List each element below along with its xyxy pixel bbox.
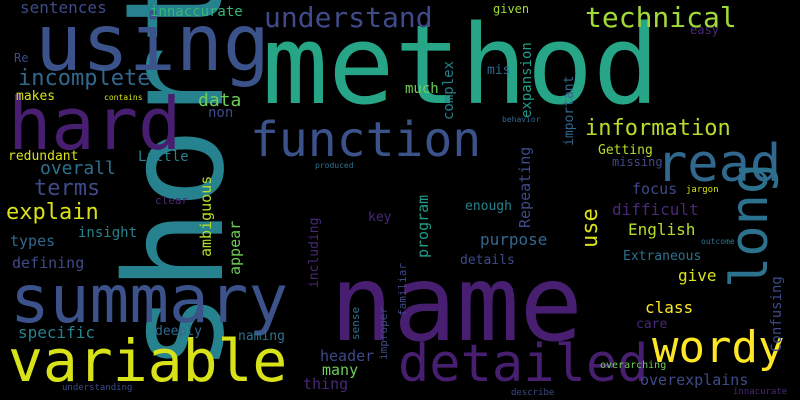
- word-program: program: [414, 194, 432, 258]
- word-give: give: [678, 266, 717, 285]
- word-complex: complex: [441, 60, 457, 120]
- word-summary: summary: [10, 261, 289, 338]
- word-innacurate: innacurate: [733, 387, 788, 397]
- word-including: including: [307, 217, 322, 288]
- word-insight: insight: [78, 225, 138, 241]
- word-behavior: behavior: [502, 115, 541, 124]
- word-types: types: [10, 232, 56, 250]
- word-care: care: [636, 317, 668, 332]
- word-naming: naming: [238, 329, 285, 344]
- word-explain: explain: [6, 200, 99, 225]
- word-confusing: Confusing: [769, 276, 785, 352]
- word-terms: terms: [34, 176, 101, 201]
- word-difficult: difficult: [612, 200, 699, 219]
- word-appear: appear: [226, 220, 244, 275]
- word-class: class: [645, 298, 694, 317]
- word-overexplains: overexplains: [640, 371, 749, 389]
- word-overall: overall: [40, 158, 116, 179]
- word-jargon: jargon: [686, 185, 719, 195]
- word-improper: improper: [377, 307, 390, 360]
- word-expansion: expansion: [519, 42, 535, 118]
- word-much: much: [405, 81, 439, 97]
- word-detailed: detailed: [398, 334, 649, 394]
- word-ambiguous: ambiguous: [197, 175, 215, 257]
- word-clear: clear: [155, 194, 189, 207]
- word-familiar: familiar: [396, 263, 409, 316]
- word-extraneous: Extraneous: [623, 249, 702, 264]
- word-focus: focus: [632, 180, 678, 198]
- word-technical: technical: [585, 1, 737, 34]
- word-easy: easy: [690, 23, 719, 37]
- word-purpose: purpose: [480, 230, 548, 249]
- word-english: English: [628, 220, 696, 239]
- word-makes: makes: [16, 89, 56, 104]
- word-understand: understand: [264, 1, 433, 34]
- word-thing: thing: [303, 375, 349, 393]
- word-incomplete: incomplete: [18, 66, 151, 91]
- word-overarching: overarching: [600, 360, 667, 371]
- word-getting: Getting: [598, 143, 653, 158]
- word-re: Re: [14, 51, 29, 65]
- word-enough: enough: [465, 199, 512, 214]
- word-mis: mis: [487, 63, 511, 78]
- word-important: important: [562, 75, 577, 146]
- word-using: using: [35, 0, 270, 89]
- word-name: name: [330, 243, 583, 365]
- word-non: non: [208, 105, 234, 121]
- word-sense: sense: [349, 306, 362, 340]
- word-information: information: [585, 116, 731, 141]
- word-key: key: [368, 210, 392, 225]
- word-contains: contains: [104, 93, 143, 102]
- word-deeply: deeply: [155, 324, 202, 339]
- word-many: many: [322, 361, 359, 379]
- word-given: given: [493, 2, 530, 16]
- word-function: function: [250, 112, 482, 168]
- word-repeating: Repeating: [516, 146, 534, 228]
- word-outcome: outcome: [701, 237, 735, 246]
- word-data: data: [198, 90, 242, 111]
- word-wordy: wordy: [652, 322, 785, 373]
- word-produced: produced: [315, 161, 354, 170]
- word-describe: describe: [511, 388, 555, 398]
- word-missing: missing: [612, 155, 663, 169]
- word-little: Little: [138, 149, 189, 165]
- word-redundant: redundant: [8, 149, 79, 164]
- word-sentences: sentences: [20, 0, 107, 17]
- word-use: use: [578, 208, 603, 248]
- word-hard: hard: [8, 82, 182, 166]
- word-read: read: [656, 134, 782, 194]
- word-details: details: [460, 253, 515, 268]
- word-method: method: [262, 1, 660, 129]
- word-header: header: [320, 347, 375, 365]
- word-long: long: [720, 162, 780, 288]
- word-specific: specific: [18, 323, 96, 342]
- word-variable: variable: [8, 327, 288, 395]
- word-defining: defining: [12, 254, 85, 272]
- word-innaccurate: innaccurate: [150, 4, 243, 20]
- word-understanding: understanding: [62, 383, 133, 393]
